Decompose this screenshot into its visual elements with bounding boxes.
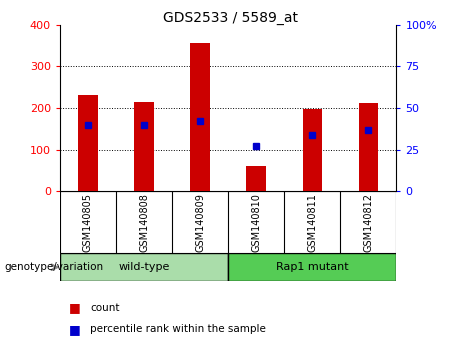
Bar (302, 109, 322, 191)
Bar (134, 102, 154, 191)
Text: genotype/variation: genotype/variation (5, 262, 104, 272)
Text: GSM140811: GSM140811 (307, 193, 317, 252)
Bar (78, 96, 98, 191)
Text: GSM140808: GSM140808 (139, 193, 149, 252)
Text: GSM140810: GSM140810 (251, 193, 261, 252)
Text: Rap1 mutant: Rap1 mutant (276, 262, 349, 272)
Text: ■: ■ (69, 302, 81, 314)
Bar (247, 166, 266, 191)
Text: GSM140809: GSM140809 (195, 193, 205, 252)
Bar (359, 103, 378, 191)
Text: ■: ■ (69, 323, 81, 336)
Text: count: count (90, 303, 119, 313)
Bar (60, 253, 228, 281)
Text: GDS2533 / 5589_at: GDS2533 / 5589_at (163, 11, 298, 25)
Text: wild-type: wild-type (118, 262, 170, 272)
Bar (190, 44, 210, 191)
Text: GSM140812: GSM140812 (363, 193, 373, 252)
Bar (228, 253, 396, 281)
Text: percentile rank within the sample: percentile rank within the sample (90, 324, 266, 334)
Text: GSM140805: GSM140805 (83, 193, 93, 252)
